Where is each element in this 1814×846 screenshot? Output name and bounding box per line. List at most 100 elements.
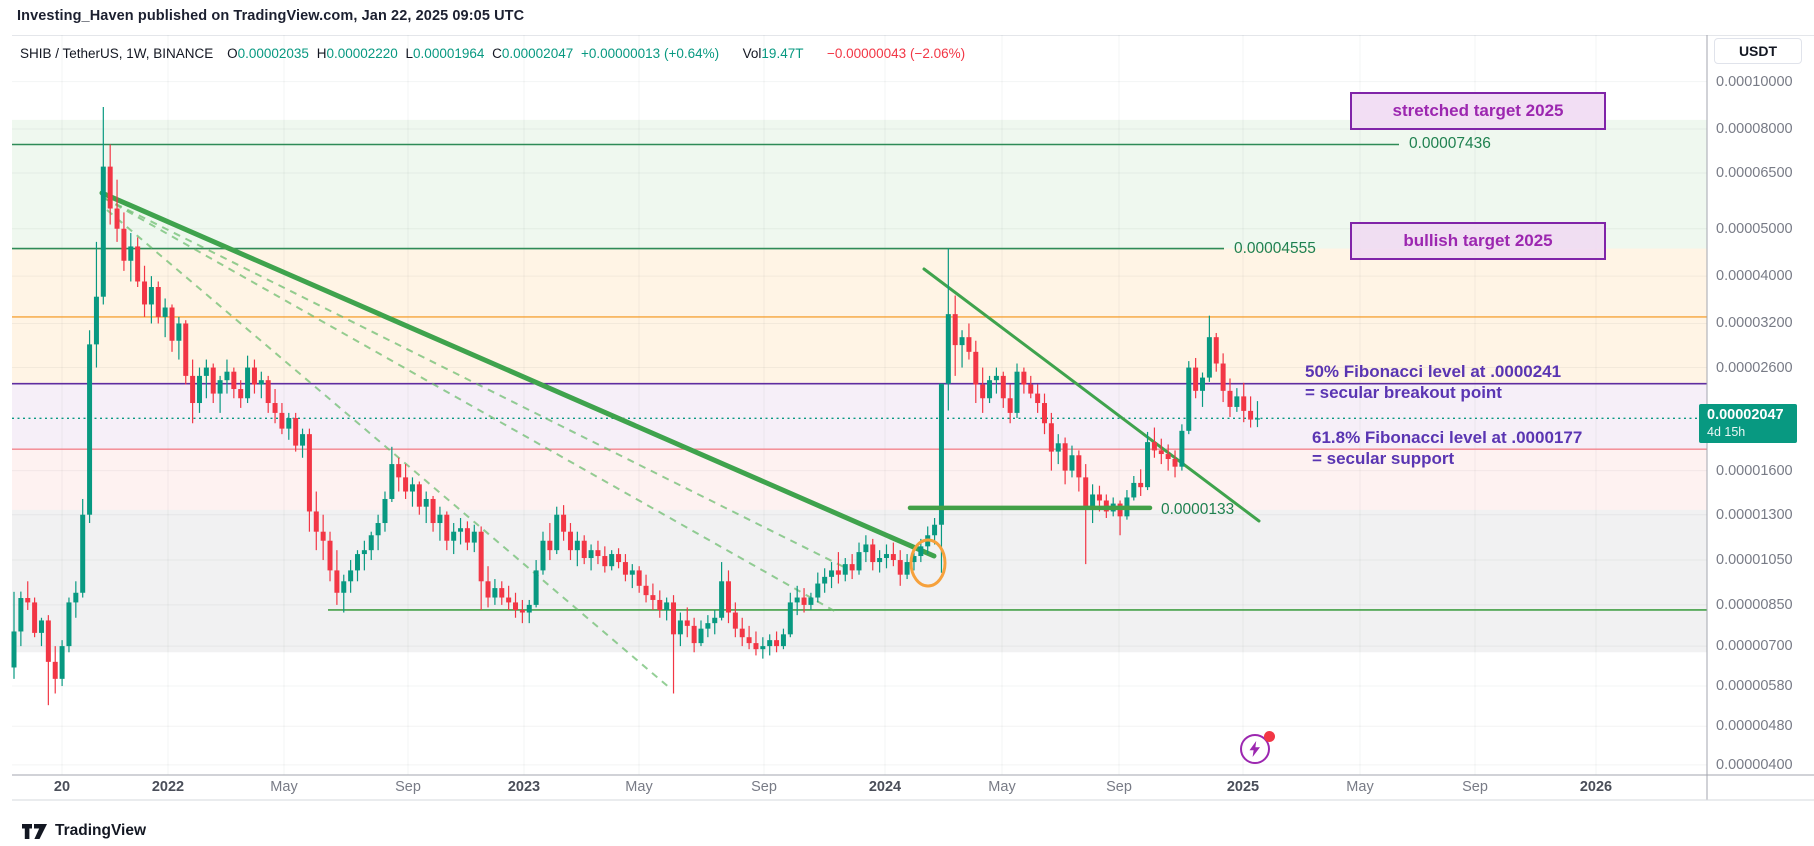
candle-body	[93, 296, 99, 345]
bullish-target-label: bullish target 2025	[1403, 231, 1553, 250]
candle-body	[416, 484, 422, 507]
candle-body	[526, 604, 532, 613]
candle-body	[911, 556, 917, 563]
candle-body	[52, 661, 58, 679]
candle-body	[87, 344, 93, 515]
time-tick-label: 2024	[868, 779, 902, 795]
candle-body	[293, 418, 299, 446]
candle-body	[1254, 418, 1260, 420]
breakout-circle-annotation[interactable]	[909, 538, 947, 588]
last-price-tag: 0.00002047 4d 15h	[1699, 404, 1797, 444]
candle-body	[1179, 430, 1185, 467]
level-label-133[interactable]: 0.0000133	[1161, 500, 1235, 518]
candle-body	[334, 570, 340, 593]
stretched-target-box[interactable]: stretched target 2025	[1350, 92, 1606, 130]
fib-50-note[interactable]: 50% Fibonacci level at .0000241 = secula…	[1305, 361, 1561, 403]
dashed-fan-trendline-1[interactable]	[103, 197, 839, 614]
candle-body	[774, 640, 780, 647]
candle-body	[780, 634, 786, 647]
candle-body	[162, 307, 168, 317]
level-label-7436[interactable]: 0.00007436	[1409, 135, 1491, 153]
candle-body	[643, 585, 649, 596]
time-tick-label: Sep	[751, 779, 777, 795]
currency-badge[interactable]: USDT	[1714, 38, 1802, 64]
candle-body	[478, 531, 484, 582]
candle-body	[588, 550, 594, 559]
candle-body	[348, 570, 354, 582]
candle-body	[1158, 450, 1164, 455]
candle-body	[684, 620, 690, 626]
candle-body	[190, 375, 196, 404]
candle-body	[533, 570, 539, 605]
candle-body	[671, 602, 677, 635]
price-tick-label: 0.00000700	[1716, 638, 1793, 655]
level-label-4555[interactable]: 0.00004555	[1234, 239, 1316, 257]
candle-body	[1021, 371, 1027, 385]
price-tick-label: 0.00000480	[1716, 718, 1793, 735]
tradingview-logo[interactable]: TradingView	[22, 822, 146, 840]
candle-body	[100, 166, 106, 297]
candle-body	[59, 646, 65, 679]
candle-body	[1138, 482, 1144, 488]
candle-body	[842, 564, 848, 575]
candle-body	[760, 646, 766, 650]
volume-change-value: −0.00000043 (−2.06%)	[826, 46, 966, 61]
fib-50-line1: 50% Fibonacci level at .0000241	[1305, 362, 1562, 381]
candle-body	[746, 637, 752, 644]
candle-body	[306, 434, 312, 512]
time-tick-label: 2026	[1579, 779, 1613, 795]
candle-body	[987, 380, 993, 399]
candle-body	[870, 544, 876, 563]
candle-body	[148, 287, 154, 305]
candle-body	[313, 511, 319, 532]
candle-body	[567, 531, 573, 551]
candle-body	[464, 528, 470, 543]
dashed-fan-trendline-2[interactable]	[106, 209, 672, 690]
candle-body	[231, 371, 237, 390]
candle-body	[11, 631, 17, 668]
price-tick-label: 0.00004000	[1716, 268, 1793, 285]
candle-body	[890, 554, 896, 561]
candle-body	[938, 383, 944, 525]
trendline-0[interactable]	[99, 190, 937, 559]
price-tick-label: 0.00001050	[1716, 552, 1793, 569]
candle-body	[581, 540, 587, 559]
candle-body	[251, 367, 257, 385]
candle-body	[732, 612, 738, 629]
candle-body	[856, 552, 862, 571]
bullish-target-box[interactable]: bullish target 2025	[1350, 222, 1606, 260]
instant-order-icon[interactable]	[1240, 731, 1275, 767]
time-tick-label: May	[625, 779, 653, 795]
trendline-1[interactable]	[922, 267, 1261, 523]
candle-body	[1062, 443, 1068, 471]
candle-body	[1028, 384, 1034, 394]
candle-body	[616, 554, 622, 563]
candle-body	[677, 620, 683, 635]
price-tick-label: 0.00002600	[1716, 359, 1793, 376]
candle-body	[155, 287, 161, 317]
symbol-legend[interactable]: SHIB / TetherUS, 1W, BINANCE O0.00002035…	[20, 46, 969, 61]
symbol-name[interactable]: SHIB / TetherUS, 1W, BINANCE	[20, 46, 214, 61]
candle-body	[1096, 494, 1102, 501]
dashed-fan-trendline-0[interactable]	[103, 197, 847, 569]
candle-body	[114, 208, 120, 229]
price-tick-label: 0.00000580	[1716, 678, 1793, 695]
candle-body	[169, 307, 175, 341]
candle-body	[18, 598, 24, 632]
candle-body	[1007, 398, 1013, 413]
fib-618-note[interactable]: 61.8% Fibonacci level at .0000177 = secu…	[1312, 427, 1582, 469]
candle-body	[650, 595, 656, 600]
candle-body	[801, 597, 807, 605]
price-tick-label: 0.00001300	[1716, 506, 1793, 523]
tradingview-logo-text: TradingView	[55, 822, 147, 839]
change-value: +0.00000013 (+0.64%)	[580, 46, 720, 61]
time-tick-label: May	[1346, 779, 1374, 795]
candle-body	[458, 528, 464, 532]
candle-body	[519, 609, 525, 613]
candle-body	[238, 389, 244, 399]
header-divider	[12, 35, 1814, 36]
candle-body	[1055, 443, 1061, 452]
candle-body	[918, 546, 924, 557]
candle-body	[327, 540, 333, 571]
